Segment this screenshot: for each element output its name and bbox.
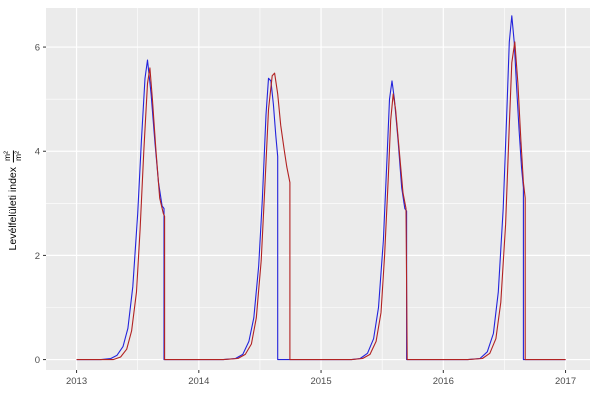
y-tick-label: 6 bbox=[35, 43, 40, 54]
y-tick-label: 0 bbox=[35, 355, 40, 366]
x-tick-label: 2013 bbox=[66, 376, 87, 387]
x-tick-label: 2014 bbox=[188, 376, 209, 387]
y-tick-label: 2 bbox=[35, 251, 40, 262]
series-line-red bbox=[76, 41, 566, 361]
x-tick-label: 2017 bbox=[555, 376, 576, 387]
x-tick-label: 2016 bbox=[433, 376, 454, 387]
y-tick-label: 4 bbox=[35, 147, 40, 158]
x-tick-label: 2015 bbox=[310, 376, 331, 387]
